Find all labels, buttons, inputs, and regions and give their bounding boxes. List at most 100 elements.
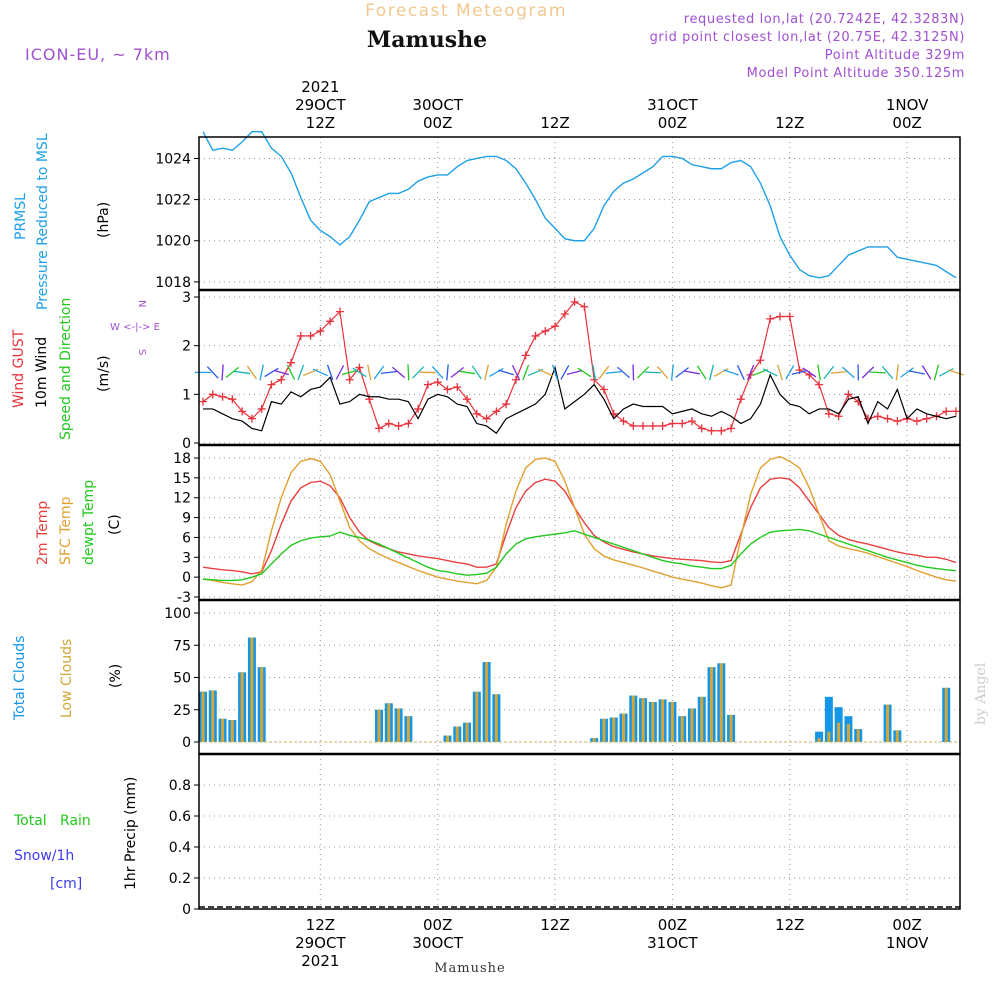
y-tick-label: 100 (164, 606, 191, 622)
time-tick-label: 30OCT (412, 934, 463, 952)
time-tick-label: 1NOV (886, 96, 929, 114)
wind-gust-marker (472, 409, 481, 418)
y-tick-label: 0 (182, 735, 191, 751)
time-tick-label: 2021 (301, 952, 339, 970)
low-clouds-bar (230, 720, 234, 742)
y-tick-label: 3 (182, 290, 191, 306)
panel-frame (198, 136, 961, 291)
precip-axis-label: 1hr Precip (mm) (123, 777, 139, 890)
point-altitude: Point Altitude 329m (825, 48, 965, 63)
product-title: Forecast Meteogram (365, 1, 567, 21)
wind-direction-arrow (736, 364, 745, 380)
low-clouds-bar (260, 667, 264, 742)
wind-direction-arrow (895, 364, 899, 381)
wind-gust-marker (277, 375, 286, 384)
speed-direction-label: Speed and Direction (58, 298, 74, 440)
grid-point-coordinates: grid point closest lon,lat (20.75E, 42.3… (650, 30, 965, 45)
low-clouds-bar (690, 708, 694, 742)
low-clouds-bar (827, 731, 831, 742)
wind-direction-arrow (297, 364, 305, 381)
wind-gust-marker (727, 424, 736, 433)
wind-direction-arrow (537, 368, 553, 377)
low-clouds-bar (455, 726, 459, 742)
pressure-unit-label: (hPa) (96, 202, 112, 238)
time-tick-label: 00Z (423, 114, 452, 132)
wind-gust-marker (208, 390, 217, 399)
wind-direction-arrow (335, 365, 345, 380)
t2m-label: 2m Temp (35, 501, 51, 565)
total-rain-label: Total Rain (13, 813, 91, 829)
wind-direction-arrow (708, 364, 715, 381)
wind-direction-arrow (273, 369, 290, 376)
y-tick-label: 1018 (155, 275, 191, 291)
wind-gust-marker (756, 356, 765, 365)
wind-gust-marker (707, 426, 716, 435)
low-clouds-bar (641, 698, 645, 742)
wind-direction-arrow (644, 371, 661, 374)
time-tick-label: 12Z (775, 916, 804, 934)
wind-direction-arrow (431, 366, 444, 379)
snow-unit-label: [cm] (50, 876, 82, 892)
wind-gust-marker (844, 390, 853, 399)
wind10m-label: 10m Wind (34, 337, 50, 408)
wind-direction-arrow (908, 370, 925, 375)
low-clouds-bar (250, 637, 254, 742)
low-clouds-bar (680, 716, 684, 742)
wind-gust-marker (247, 414, 256, 423)
pressure-line (202, 131, 957, 279)
low-clouds-bar (719, 663, 723, 742)
wind-direction-arrow (380, 370, 397, 375)
wind-direction-arrow (392, 366, 406, 379)
wind-gust-marker (453, 383, 462, 392)
footer-location: Mamushe (434, 961, 506, 976)
wind-gust-marker (287, 358, 296, 367)
wind-direction-arrow (206, 366, 219, 379)
wind-direction-arrow (861, 366, 875, 379)
low-clouds-bar (240, 672, 244, 742)
wind-gust-marker (766, 314, 775, 323)
wind-direction-arrow (577, 367, 592, 378)
wind-direction-arrow (264, 367, 279, 378)
wind-direction-arrow (785, 365, 795, 380)
wind-direction-arrow (948, 369, 964, 376)
wind-direction-arrow (777, 364, 783, 381)
wind-gust-marker (521, 351, 530, 360)
wind-gust-marker (912, 417, 921, 426)
time-tick-label: 00Z (423, 916, 452, 934)
wind-direction-arrow (938, 368, 954, 377)
wind-direction-arrow (791, 370, 808, 375)
model-label: ICON-EU, ~ 7km (25, 45, 171, 64)
wind-direction-arrow (412, 366, 425, 379)
wind-gust-marker (854, 397, 863, 406)
low-clouds-bar (895, 730, 899, 742)
wind-direction-arrow (762, 368, 778, 377)
wind-gust-marker (815, 380, 824, 389)
wind-direction-arrow (450, 366, 464, 378)
low-clouds-bar (377, 709, 381, 742)
low-clouds-bar (465, 722, 469, 742)
time-tick-label: 00Z (892, 114, 921, 132)
wind-direction-arrow (632, 364, 635, 381)
low-clouds-label: Low Clouds (59, 639, 75, 718)
wind-gust-marker (384, 419, 393, 428)
wind-gust-marker (717, 426, 726, 435)
wind-gust-marker (697, 424, 706, 433)
clouds-unit-label: (%) (108, 664, 124, 688)
sfc-temp-label: SFC Temp (58, 496, 74, 565)
wind-direction-arrow (817, 364, 821, 381)
wind-direction-arrow (326, 364, 334, 381)
wind-gust-marker (267, 380, 276, 389)
y-tick-label: 25 (173, 703, 191, 719)
dewpt-line (202, 528, 957, 582)
wind-direction-arrow (566, 369, 583, 375)
wind-direction-arrow (636, 366, 650, 379)
y-tick-label: 15 (173, 471, 191, 487)
low-clouds-bar (837, 722, 841, 742)
wind-direction-arrow (446, 364, 449, 381)
wind-direction-arrow (221, 364, 224, 381)
panel-frames: 10181020102210240123-3036912151802550751… (155, 136, 961, 918)
wind-gust-marker (335, 307, 344, 316)
low-clouds-bar (211, 690, 215, 742)
wind-direction-arrow (723, 369, 739, 376)
wind-gust-marker (580, 302, 589, 311)
